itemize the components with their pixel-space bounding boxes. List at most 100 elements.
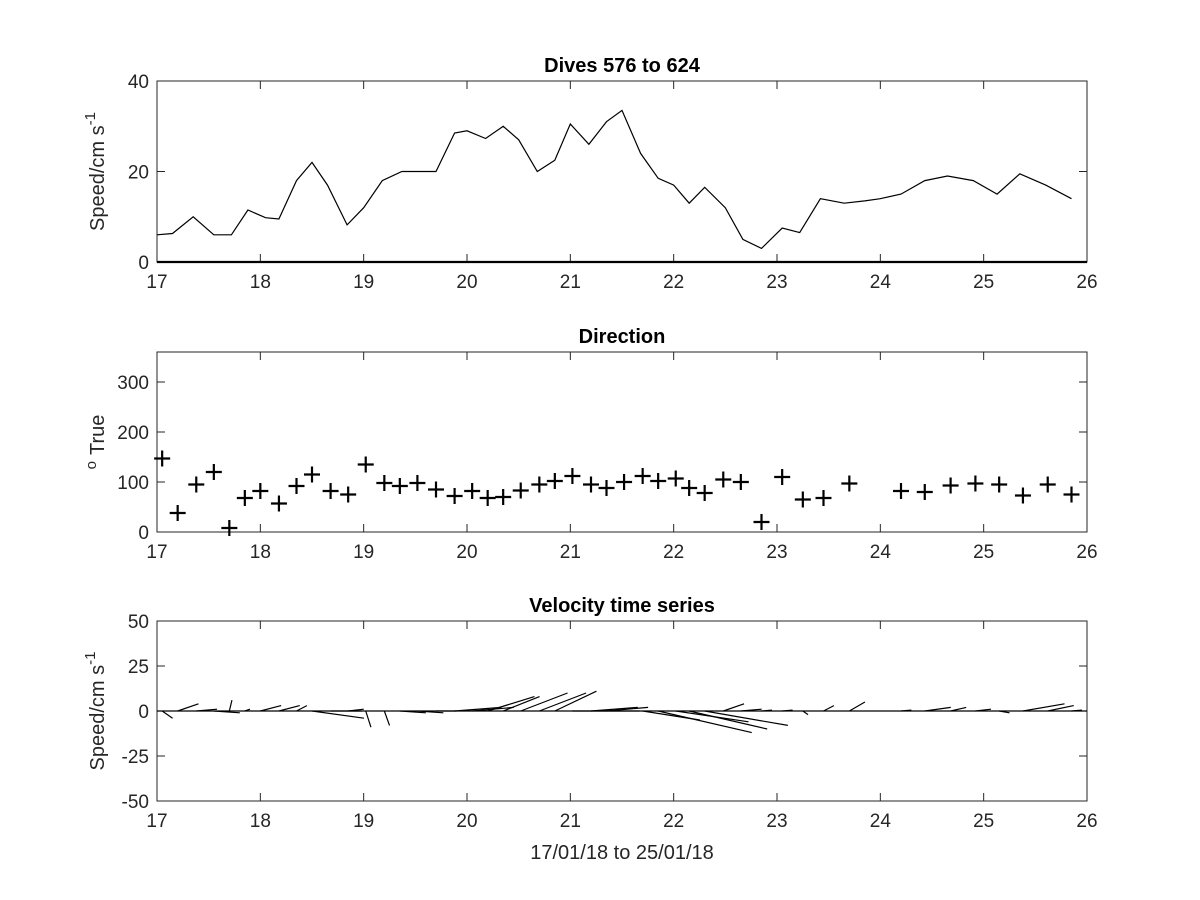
velocity-stick <box>260 705 282 712</box>
x-tick-label: 22 <box>663 542 684 563</box>
x-tick-label: 24 <box>870 542 892 563</box>
velocity-stick <box>704 710 788 726</box>
speed-point <box>781 227 784 230</box>
panel-1: 17 18 19 20 21 22 23 24 25 26 0 20 40 Dives 576 to 62… <box>82 55 1098 293</box>
velocity-stick <box>228 700 233 712</box>
x-tick-label: 24 <box>870 811 892 832</box>
y-tick-label: 0 <box>138 523 149 544</box>
x-tick-label: 17 <box>146 272 167 293</box>
y-tick-label: 300 <box>117 373 149 394</box>
x-tick-label: 20 <box>456 811 477 832</box>
x-tick-label: 19 <box>353 811 374 832</box>
x-tick-label: 21 <box>560 272 581 293</box>
x-tick-label: 23 <box>766 542 787 563</box>
speed-point <box>972 179 975 182</box>
direction-marker <box>236 490 253 506</box>
speed-point <box>946 175 949 178</box>
speed-point <box>741 238 744 241</box>
x-tick-label: 25 <box>973 811 994 832</box>
velocity-stick <box>520 692 568 712</box>
speed-point <box>569 122 572 125</box>
x-axis-label: 17/01/18 to 25/01/18 <box>530 842 714 864</box>
y-tick-label: 100 <box>117 473 149 494</box>
direction-marker <box>288 478 305 494</box>
velocity-stick <box>658 710 752 734</box>
speed-point <box>657 177 660 180</box>
speed-point <box>536 170 539 173</box>
speed-point <box>466 129 469 132</box>
speed-point <box>996 193 999 196</box>
speed-point <box>346 223 349 226</box>
y-tick-label: 20 <box>128 163 149 184</box>
direction-marker <box>340 486 357 503</box>
speed-point <box>724 206 727 209</box>
direction-marker <box>154 450 171 467</box>
velocity-stick <box>723 703 745 712</box>
speed-point <box>414 170 417 173</box>
y-label-sup: -1 <box>82 112 99 125</box>
speed-point <box>362 206 365 209</box>
direction-marker <box>531 476 548 493</box>
x-tick-label: 18 <box>250 811 271 832</box>
speed-point <box>923 179 926 182</box>
y-label-main: True <box>87 415 109 455</box>
direction-marker <box>169 505 186 521</box>
direction-marker <box>650 473 667 489</box>
chart-title: Velocity time series <box>529 595 715 617</box>
direction-marker <box>546 473 563 489</box>
x-tick-label: 18 <box>250 542 271 563</box>
velocity-stick <box>383 710 391 726</box>
direction-marker <box>598 480 615 496</box>
direction-marker <box>252 483 269 499</box>
direction-marker <box>270 495 287 512</box>
velocity-stick <box>278 705 300 712</box>
y-label-prefix-sup: o <box>83 461 100 469</box>
direction-marker <box>464 483 481 499</box>
direction-marker <box>696 485 713 501</box>
direction-marker <box>774 469 791 485</box>
velocity-stick <box>296 705 308 712</box>
direction-marker <box>815 490 832 506</box>
speed-point <box>639 152 642 155</box>
panel-3: 17 18 19 20 21 22 23 24 25 26 -50 -25 0 25 50 Velocity … <box>82 595 1098 864</box>
velocity-stick <box>1022 703 1065 712</box>
direction-marker <box>564 468 581 484</box>
direction-marker <box>681 480 698 496</box>
y-tick-label: 25 <box>128 657 149 678</box>
direction-marker <box>583 476 599 493</box>
speed-point <box>688 202 691 205</box>
speed-point <box>1018 172 1021 175</box>
x-tick-label: 21 <box>560 811 581 832</box>
direction-marker <box>1063 486 1080 503</box>
direction-marker <box>479 490 496 506</box>
x-tick-label: 25 <box>973 272 994 293</box>
y-label-main: Speed/cm s <box>87 125 109 231</box>
direction-marker <box>732 474 749 490</box>
direction-marker <box>753 514 770 530</box>
speed-point <box>171 232 174 235</box>
velocity-stick <box>311 710 365 719</box>
velocity-stick <box>823 705 835 712</box>
speed-point <box>672 184 675 187</box>
y-tick-label: 40 <box>128 72 149 93</box>
axes-box <box>156 351 1088 533</box>
x-tick-label: 26 <box>1076 272 1097 293</box>
x-tick-label: 18 <box>250 272 271 293</box>
velocity-stick <box>487 696 535 712</box>
velocity-stick <box>1047 705 1074 712</box>
velocity-stick <box>365 710 372 728</box>
velocity-stick <box>849 701 866 712</box>
speed-point <box>156 233 159 236</box>
y-tick-label: 0 <box>138 702 149 723</box>
speed-point <box>819 197 822 200</box>
speed-point <box>843 202 846 205</box>
direction-marker <box>942 477 959 494</box>
y-axis-label: Speed/cm s-1 <box>82 112 109 231</box>
speed-point <box>760 247 763 250</box>
x-tick-label: 23 <box>766 811 787 832</box>
direction-marker <box>794 491 811 508</box>
direction-marker <box>428 481 444 498</box>
speed-point <box>295 179 298 182</box>
speed-point <box>311 161 314 164</box>
direction-marker <box>495 489 512 505</box>
